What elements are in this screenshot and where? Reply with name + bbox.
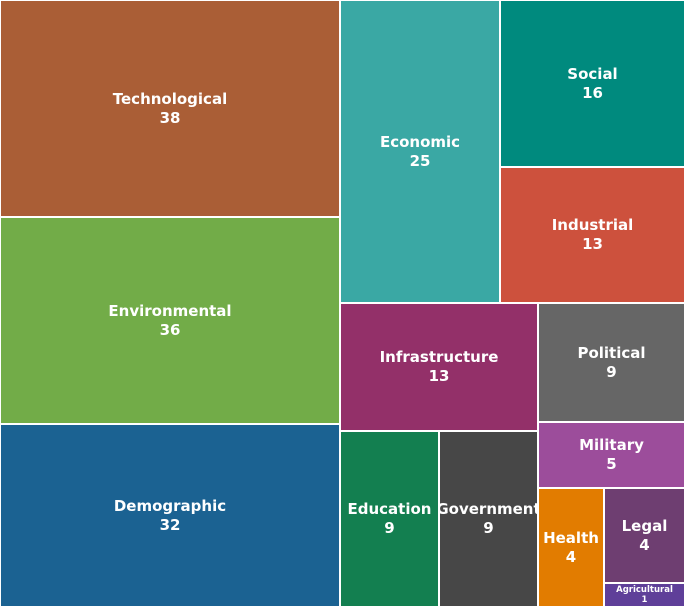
tile-label: Government xyxy=(439,500,538,518)
treemap-tile-industrial: Industrial 13 xyxy=(500,167,685,303)
treemap-tile-government: Government 9 xyxy=(439,431,538,607)
tile-value: 9 xyxy=(606,362,617,381)
treemap-tile-social: Social 16 xyxy=(500,0,685,167)
treemap-tile-technological: Technological 38 xyxy=(0,0,340,217)
tile-label: Technological xyxy=(112,89,228,108)
tile-label: Legal xyxy=(621,516,668,535)
tile-value: 36 xyxy=(159,320,181,339)
treemap-tile-demographic: Demographic 32 xyxy=(0,424,340,607)
tile-value: 4 xyxy=(565,547,577,566)
tile-value: 16 xyxy=(582,83,603,102)
treemap-tile-health: Health 4 xyxy=(538,488,604,607)
tile-label: Industrial xyxy=(551,216,634,234)
tile-value: 9 xyxy=(483,519,494,537)
treemap-tile-agricultural: Agricultural 1 xyxy=(604,583,685,607)
treemap-tile-political: Political 9 xyxy=(538,303,685,422)
treemap-tile-economic: Economic 25 xyxy=(340,0,500,303)
tile-label: Agricultural xyxy=(616,585,673,595)
tile-label: Demographic xyxy=(113,496,227,515)
treemap-tile-legal: Legal 4 xyxy=(604,488,685,583)
tile-value: 5 xyxy=(606,455,617,473)
tile-label: Infrastructure xyxy=(379,348,499,366)
tile-label: Social xyxy=(567,64,618,83)
treemap-tile-infrastructure: Infrastructure 13 xyxy=(340,303,538,431)
tile-label: Environmental xyxy=(108,301,232,320)
tile-label: Education xyxy=(347,500,432,518)
tile-label: Military xyxy=(579,436,644,454)
tile-value: 25 xyxy=(409,151,431,170)
treemap-tile-education: Education 9 xyxy=(340,431,439,607)
tile-value: 9 xyxy=(384,519,395,537)
tile-value: 13 xyxy=(428,367,450,385)
tile-value: 13 xyxy=(582,235,603,253)
treemap-tile-military: Military 5 xyxy=(538,422,685,488)
tile-label: Health xyxy=(543,528,599,547)
treemap-tile-environmental: Environmental 36 xyxy=(0,217,340,424)
tile-value: 38 xyxy=(159,108,181,127)
tile-value: 32 xyxy=(159,515,181,534)
tile-value: 1 xyxy=(641,595,648,605)
tile-label: Political xyxy=(577,343,646,362)
tile-label: Economic xyxy=(379,132,461,151)
tile-value: 4 xyxy=(639,535,650,554)
